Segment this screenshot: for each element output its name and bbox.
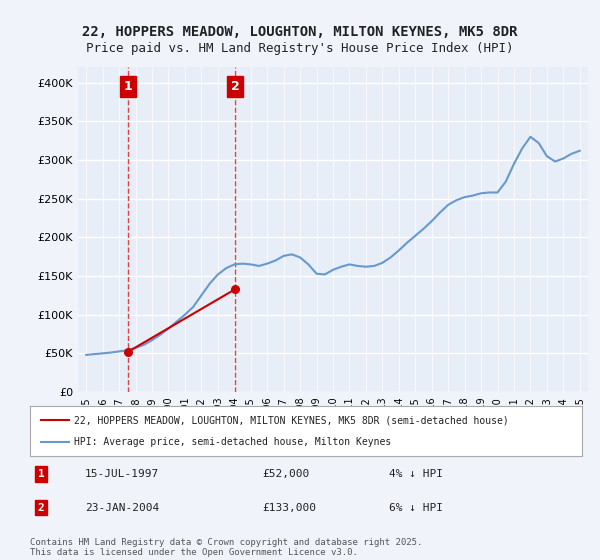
Text: Contains HM Land Registry data © Crown copyright and database right 2025.
This d: Contains HM Land Registry data © Crown c… bbox=[30, 538, 422, 557]
Text: HPI: Average price, semi-detached house, Milton Keynes: HPI: Average price, semi-detached house,… bbox=[74, 437, 391, 447]
Point bbox=[123, 347, 133, 356]
Text: £133,000: £133,000 bbox=[262, 502, 316, 512]
Text: 1: 1 bbox=[38, 469, 44, 479]
Text: 6% ↓ HPI: 6% ↓ HPI bbox=[389, 502, 443, 512]
Text: 2: 2 bbox=[38, 502, 44, 512]
Text: 22, HOPPERS MEADOW, LOUGHTON, MILTON KEYNES, MK5 8DR (semi-detached house): 22, HOPPERS MEADOW, LOUGHTON, MILTON KEY… bbox=[74, 415, 509, 425]
Text: Price paid vs. HM Land Registry's House Price Index (HPI): Price paid vs. HM Land Registry's House … bbox=[86, 42, 514, 55]
Text: 2: 2 bbox=[231, 80, 239, 93]
Point bbox=[230, 284, 240, 293]
Text: 23-JAN-2004: 23-JAN-2004 bbox=[85, 502, 160, 512]
Text: 1: 1 bbox=[124, 80, 133, 93]
Text: 4% ↓ HPI: 4% ↓ HPI bbox=[389, 469, 443, 479]
Text: 22, HOPPERS MEADOW, LOUGHTON, MILTON KEYNES, MK5 8DR: 22, HOPPERS MEADOW, LOUGHTON, MILTON KEY… bbox=[82, 25, 518, 39]
Text: £52,000: £52,000 bbox=[262, 469, 309, 479]
Text: 15-JUL-1997: 15-JUL-1997 bbox=[85, 469, 160, 479]
